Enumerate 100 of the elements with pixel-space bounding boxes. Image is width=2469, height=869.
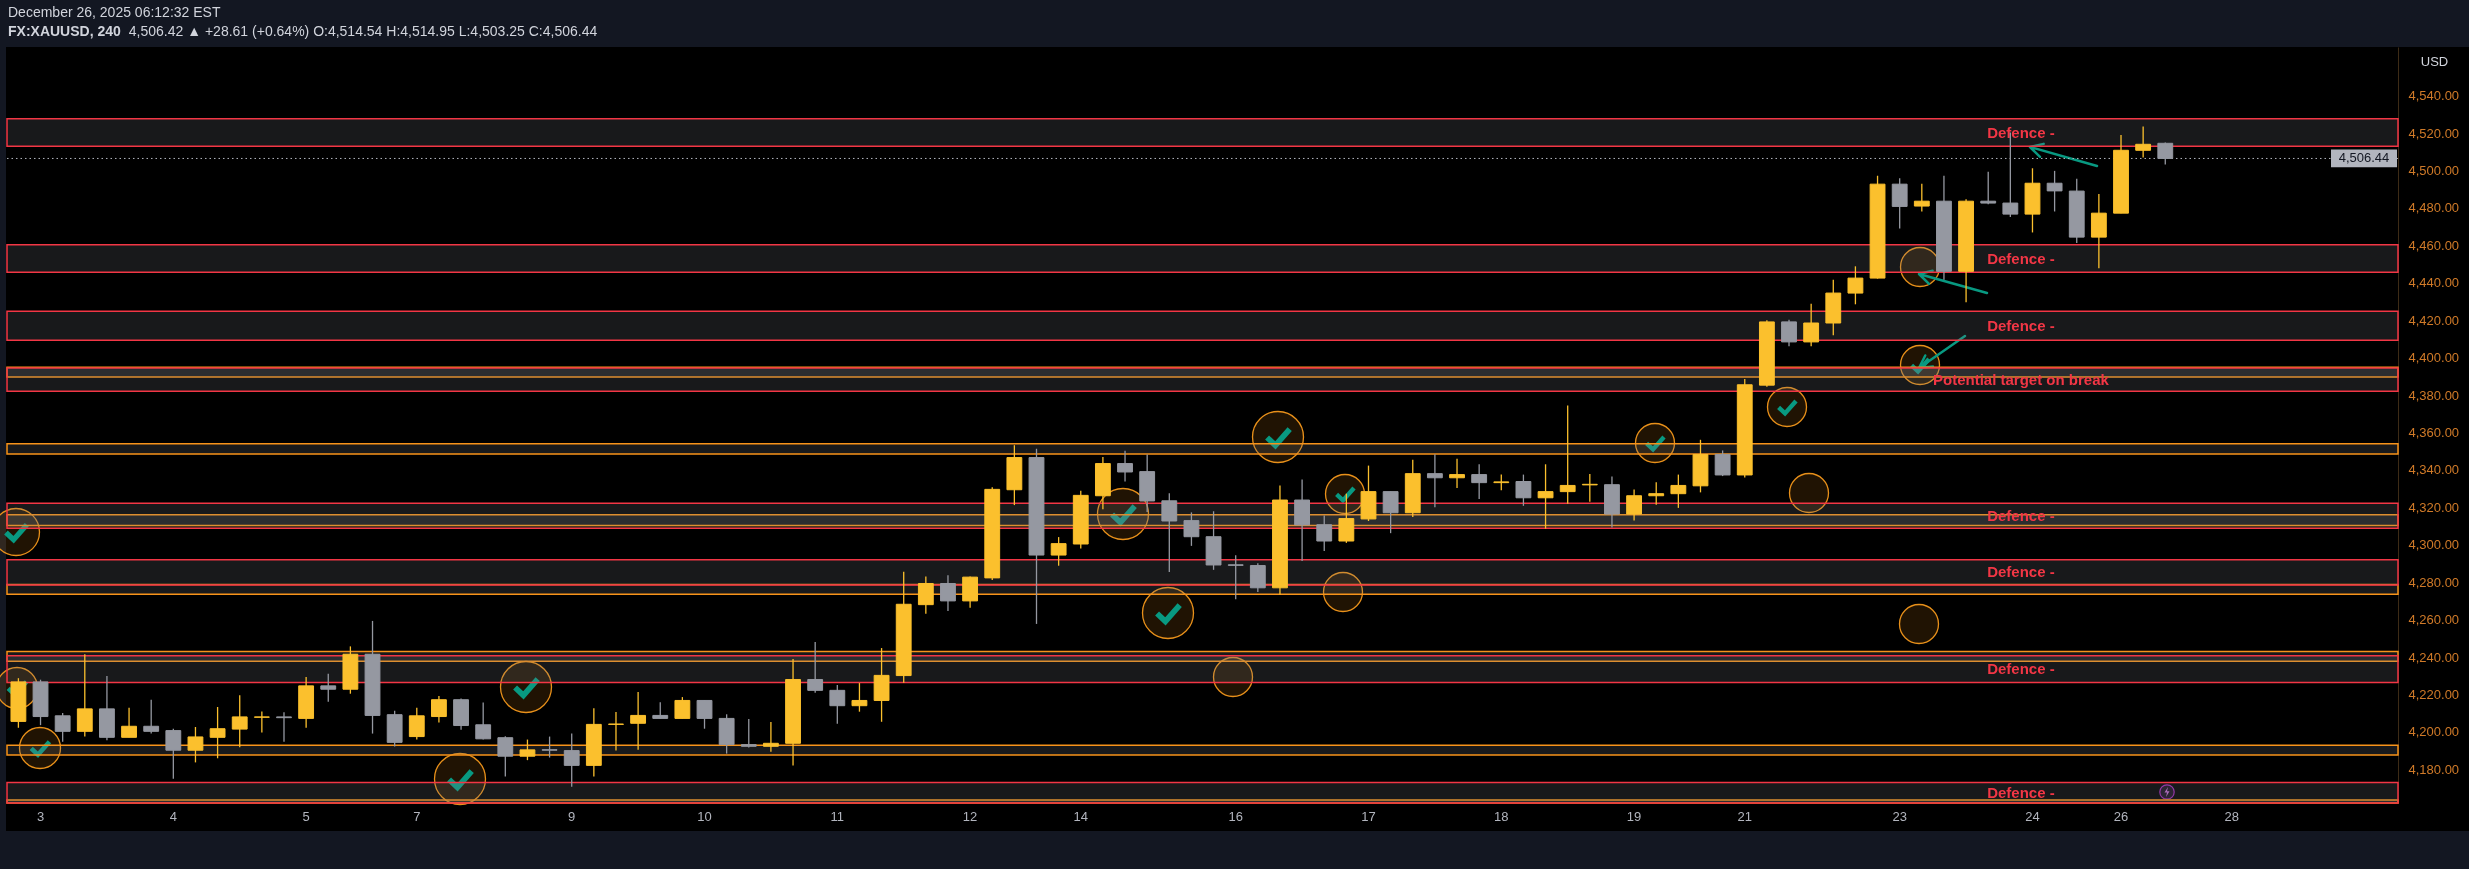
band-label: Defence - [1987,316,2055,334]
x-tick-label: 16 [1228,808,1243,824]
x-tick-label: 7 [413,808,421,824]
x-tick-label: 23 [1892,808,1907,824]
x-tick-label: 10 [697,808,712,824]
candlestick [563,732,580,788]
candlestick [763,721,779,753]
ref-line-label: 4,506.44 [2338,150,2390,166]
candlestick [431,695,447,724]
x-tick-label: 21 [1737,808,1752,824]
candlestick [851,682,868,713]
x-tick-label: 11 [830,808,845,824]
candlestick [630,691,647,751]
y-tick-label: 4,180.00 [2408,761,2460,777]
candlestick [1781,319,1797,347]
x-tick-label: 5 [302,808,310,824]
candlestick [1316,514,1333,552]
candlestick [541,735,558,759]
candlestick [276,711,292,743]
candlestick [1581,473,1598,503]
x-tick-label: 24 [2025,808,2040,824]
candlestick [1515,473,1532,507]
candlestick [807,641,824,694]
x-tick-label: 28 [2224,808,2239,824]
y-tick-label: 4,260.00 [2408,612,2460,628]
x-tick-label: 3 [36,808,45,824]
y-tick-label: 4,220.00 [2408,686,2460,702]
candlestick [320,673,337,703]
candlestick [696,699,713,730]
candlestick [1847,265,1864,305]
band-label: Defence - [1987,660,2055,678]
candlestick [940,574,956,612]
candlestick [2090,193,2107,270]
chart-title: FX:XAUUSD, 240 [8,23,121,39]
candlestick [608,711,624,752]
band-label: Defence - [1987,783,2055,801]
candlestick [1227,554,1244,600]
candlestick [1670,473,1687,509]
candlestick [1050,536,1067,567]
candlestick [1891,177,1908,230]
candlestick [231,694,248,748]
x-tick-label: 9 [568,808,576,824]
y-tick-label: 4,200.00 [2408,724,2460,740]
candlestick [143,699,160,735]
candlestick [54,712,71,743]
x-tick-label: 4 [169,808,177,824]
candlestick [1559,404,1576,505]
candlestick [1714,449,1731,477]
candlestick [2046,170,2063,213]
y-tick-label: 4,320.00 [2408,499,2460,515]
band-label: Defence - [1987,123,2055,141]
candlestick [1537,463,1554,530]
candlestick [917,575,934,615]
candlestick [76,653,93,738]
y-tick-label: 4,240.00 [2408,649,2460,665]
y-tick-label: 4,340.00 [2408,462,2460,478]
text: December 26, 2025 06:12:32 EST [8,3,222,22]
candlestick [674,696,691,720]
candlestick [1803,303,1820,347]
band-label: Defence - [1987,249,2055,267]
candlestick [121,707,137,738]
candlestick [497,735,514,778]
x-tick-label: 12 [962,808,978,824]
candlestick [209,706,226,759]
y-tick-label: 4,400.00 [2408,350,2460,366]
candlestick [1626,488,1642,522]
candlestick [1449,458,1465,489]
y-tick-label: 4,440.00 [2408,275,2460,291]
y-axis-title: USD [2420,53,2449,69]
y-tick-label: 4,520.00 [2408,125,2460,141]
y-tick-label: 4,420.00 [2408,312,2460,328]
x-tick-label: 17 [1361,808,1376,824]
candlestick [408,707,425,741]
x-tick-label: 14 [1073,808,1088,824]
candlestick [1980,171,1997,205]
candlestick [962,575,979,609]
x-tick-label: 18 [1494,808,1509,824]
y-tick-label: 4,540.00 [2408,88,2460,104]
x-tick-label: 26 [2113,808,2129,824]
y-tick-label: 4,380.00 [2408,387,2460,403]
band-label: Defence - [1987,563,2055,581]
candlestick [1426,453,1443,508]
candlestick [475,701,492,741]
candlestick [1648,481,1665,506]
candlestick [253,710,270,734]
x-tick-label: 19 [1626,808,1642,824]
candlestick [1161,492,1178,573]
candlestick [829,684,846,725]
candlestick [1913,183,1930,213]
y-tick-label: 4,300.00 [2408,537,2460,553]
y-tick-label: 4,480.00 [2408,200,2460,216]
candlestick [740,718,757,749]
candlestick [165,728,182,780]
y-tick-label: 4,360.00 [2408,424,2460,440]
candlestick [1183,511,1200,547]
candlestick [187,726,204,764]
candlestick [1471,463,1488,500]
candlestick [1117,450,1133,483]
y-tick-label: 4,500.00 [2408,163,2460,178]
chart-subtitle: 4,506.42 ▲ +28.61 (+0.64%) O:4,514.54 H:4,514.95 L:4,503.25 C:4,506.44 [128,23,598,39]
